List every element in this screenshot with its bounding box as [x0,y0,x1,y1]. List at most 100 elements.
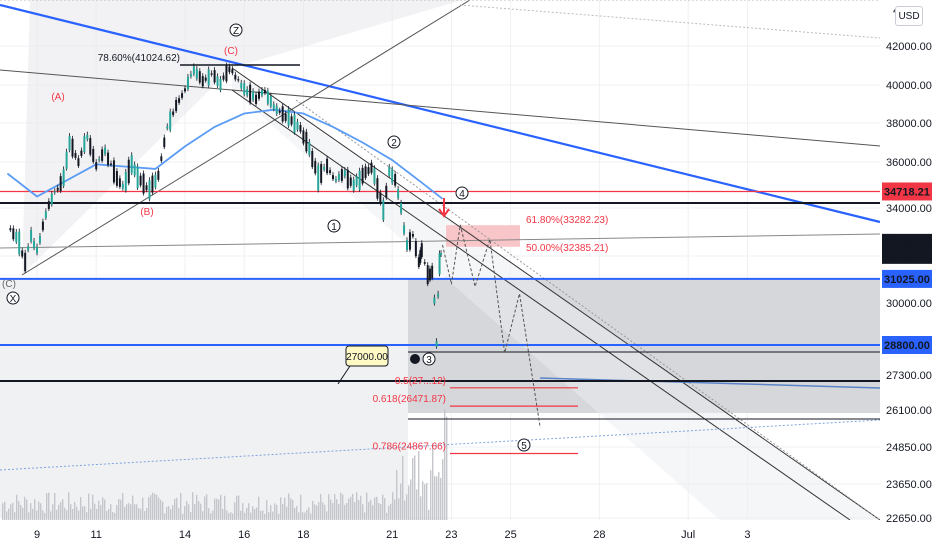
volume-bar [332,503,334,520]
fib-label: 61.80%(33282.23) [526,215,608,226]
volume-bar [86,512,88,520]
fib-ext-label: 0.618(26471.87) [373,394,446,405]
volume-bar [378,502,380,520]
currency-badge[interactable]: USD [895,6,923,26]
volume-bar [322,502,324,520]
level-badge-label: 28800.00 [884,340,930,352]
wave-label-5 [517,438,531,452]
wave-label-3-text: 3 [426,355,432,366]
candle-body [33,240,36,249]
time-tick: 23 [445,529,457,541]
level-badge [882,336,932,354]
volume-bar [334,494,336,520]
arrow-down-icon [438,198,450,218]
wave-label-5-text: 5 [521,441,527,452]
volume-bar [12,502,14,520]
candle-body [278,110,281,113]
price-tick: 40000.00 [886,80,932,92]
volume-bar [430,470,432,520]
price-tick: 23650.00 [886,479,932,491]
candle-body [145,185,148,191]
candle-body [269,95,272,107]
volume-bar [40,503,42,520]
volume-bar [180,492,182,520]
price-callout-label: 27000.00 [346,352,388,363]
candle-body [27,246,30,251]
candle-body [337,174,340,181]
volume-bar [144,511,146,520]
volume-bar [152,492,154,520]
fib-top-label: 78.60%(41024.62) [98,53,180,64]
volume-bar [178,508,180,520]
volume-bar [290,498,292,520]
volume-bar [104,499,106,520]
candle-body [86,134,89,140]
candle-body [38,236,41,243]
candle-body [204,77,207,81]
candle-body [249,84,252,103]
volume-bar [232,513,234,520]
volume-bar [210,513,212,520]
volume-bar [120,499,122,520]
volume-bar [364,512,366,520]
candle-body [370,162,373,173]
volume-bar [246,507,248,520]
candle-body [397,189,400,199]
price-tick: 34000.00 [886,203,932,215]
volume-bar [100,505,102,520]
volume-bar [314,504,316,520]
candle-body [411,233,414,237]
volume-bar [250,512,252,520]
volume-bar [234,502,236,520]
volume-bar [92,494,94,520]
volume-bar [22,507,24,520]
candle-body [121,183,124,189]
volume-bar [442,459,444,520]
candle-body [186,76,189,90]
volume-bar [404,500,406,520]
volume-bar [286,506,288,520]
candle-body [115,171,118,186]
candle-body [80,150,83,156]
volume-bar [402,455,404,520]
candle-body [272,104,275,110]
volume-bar [390,503,392,520]
candle-body [281,106,284,122]
candle-body [428,268,431,281]
fib-ext-label: 0.786(24867.66) [373,441,446,452]
candle-body [98,159,101,161]
candle-body [263,89,266,94]
volume-bar [400,483,402,520]
channel-fill [22,0,462,275]
volume-bar [80,496,82,520]
volume-bar [174,498,176,520]
volume-bar [218,499,220,520]
volume-bar [146,508,148,520]
volume-bar [266,500,268,520]
volume-bar [60,501,62,520]
callout-pointer [337,365,351,385]
candle-body [284,113,287,121]
volume-bar [48,492,50,520]
volume-bar [18,501,20,520]
candle-body [15,231,18,243]
candle-body [118,178,121,187]
volume-bar [204,496,206,520]
candle-body [406,240,408,251]
candle-body [314,160,317,174]
time-tick: 14 [179,529,191,541]
candle-body [213,70,216,83]
candle-body [275,106,278,114]
candle-body [104,147,107,155]
time-axis [0,520,932,550]
candle-body [21,250,24,257]
wave-label-1-text: 1 [331,222,337,233]
price-tick: 26100.00 [886,405,932,417]
volume-bar [42,510,44,520]
volume-bar [294,508,296,520]
volume-bar [386,512,388,520]
candle-body [47,201,50,209]
price-tick: 22650.00 [886,513,932,525]
